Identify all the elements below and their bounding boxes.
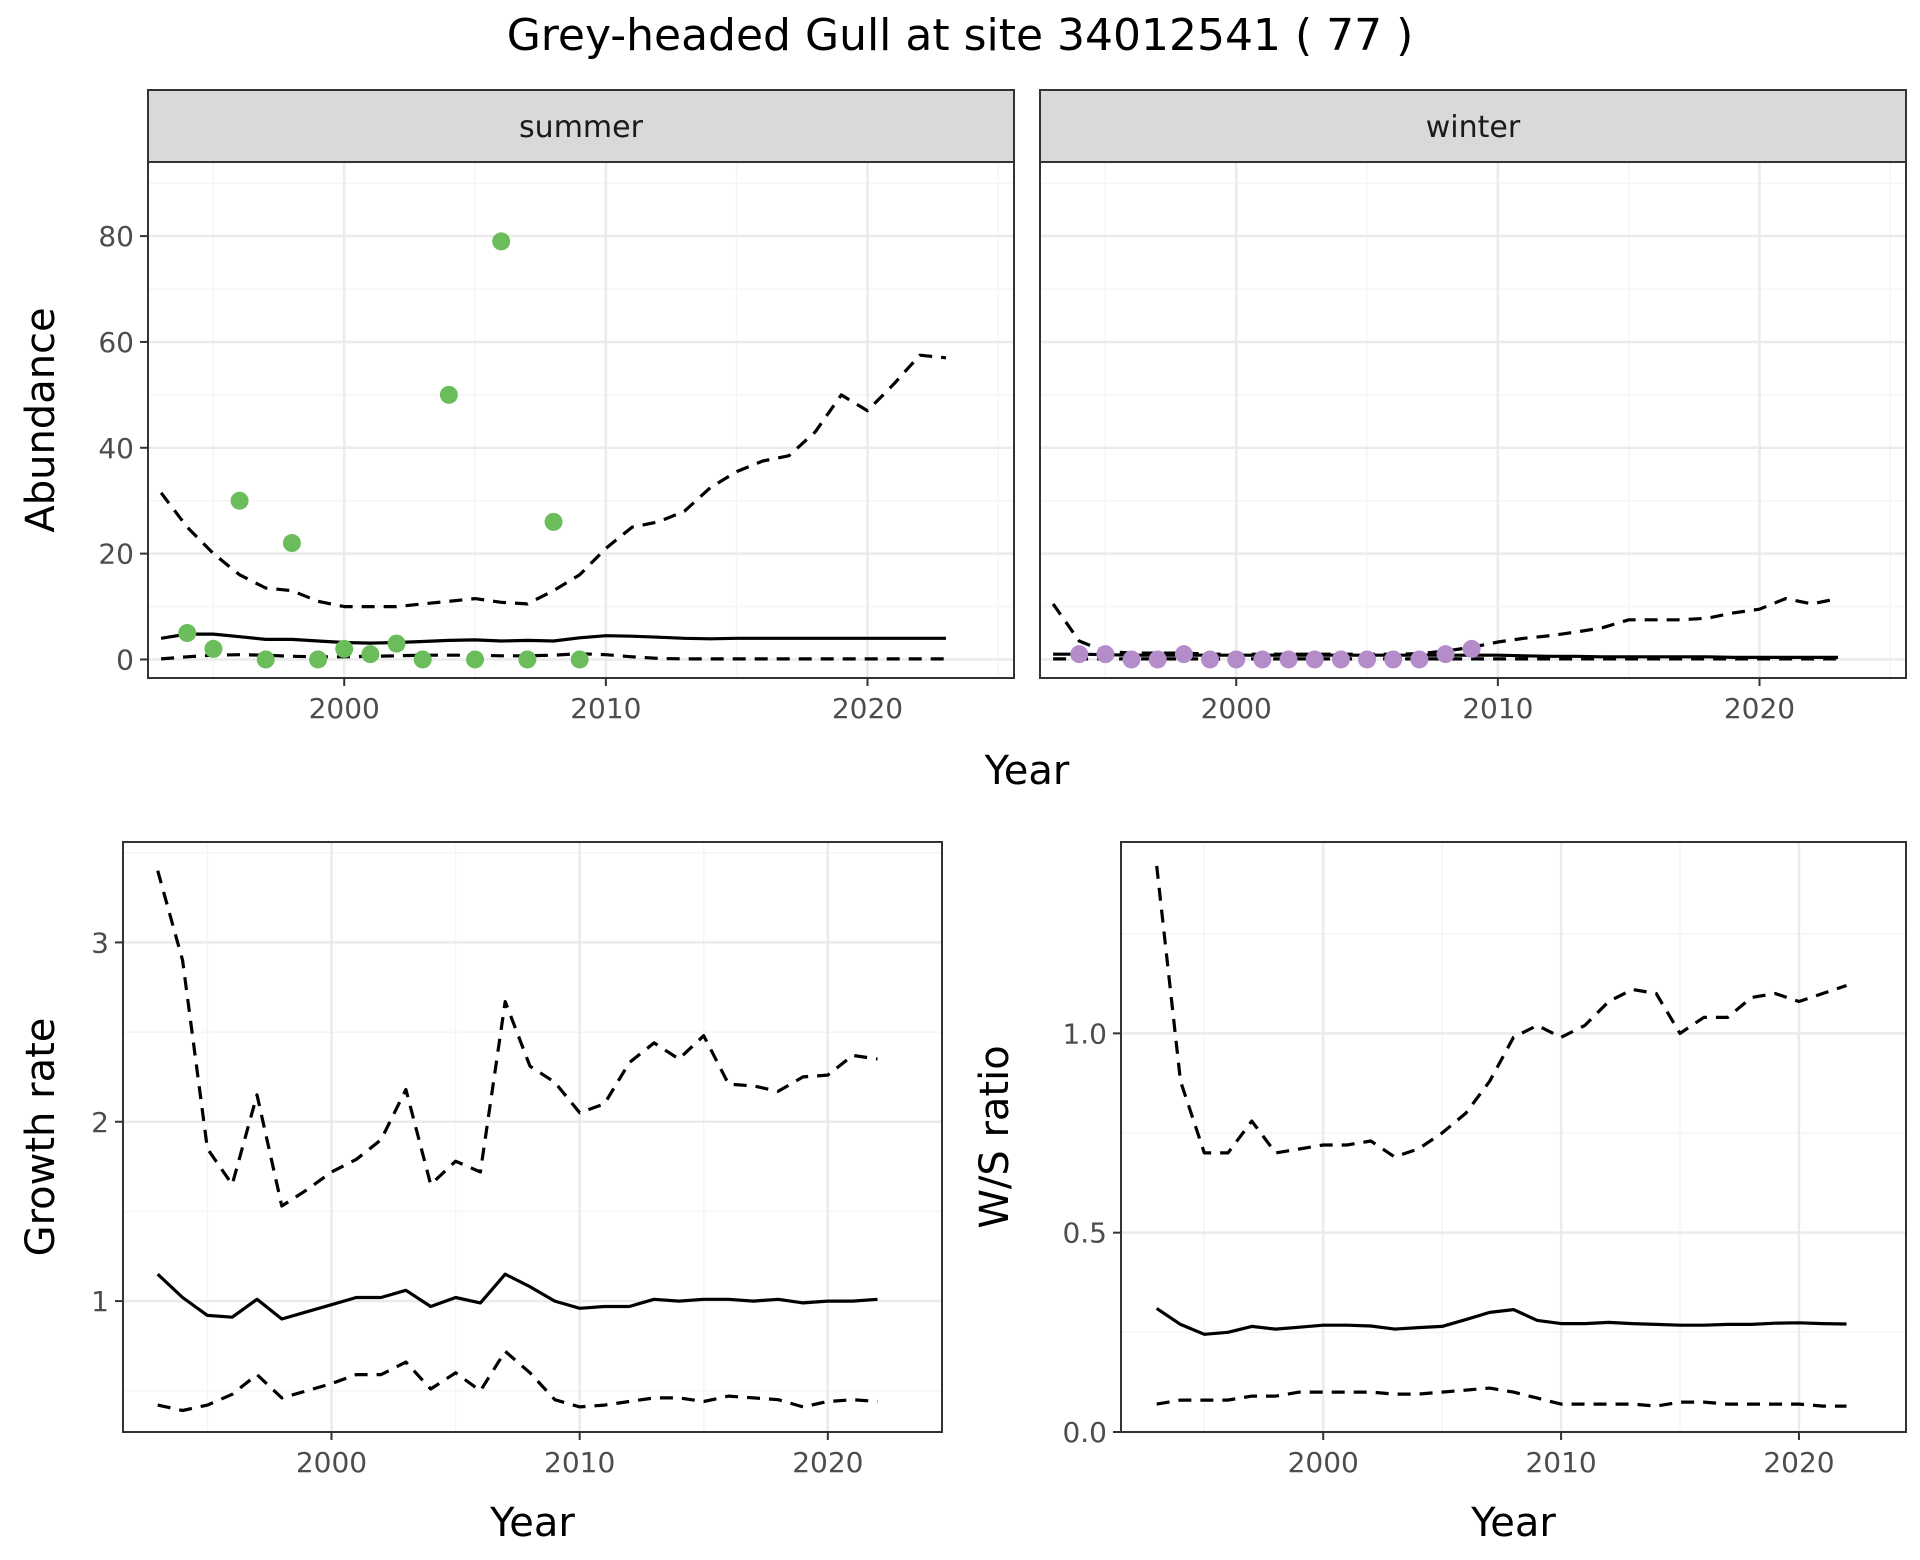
confidence-line	[156, 870, 878, 1208]
panel-background	[148, 162, 1014, 678]
data-point	[439, 385, 458, 404]
abundance-y-axis-title: Abundance	[18, 307, 64, 532]
data-point	[178, 624, 197, 643]
data-point	[1436, 645, 1455, 664]
points-summer	[178, 232, 589, 669]
x-tick-label: 2000	[296, 1446, 367, 1479]
panel-border	[1120, 841, 1907, 1433]
y-tick-label: 80	[98, 220, 134, 253]
data-point	[1070, 645, 1089, 664]
data-point	[1174, 645, 1193, 664]
data-point	[1227, 650, 1246, 669]
ratio-y-axis-title: W/S ratio	[972, 1045, 1018, 1228]
growth-y-axis-title: Growth rate	[18, 1018, 64, 1257]
data-point	[1384, 650, 1403, 669]
y-tick-label: 1	[91, 1285, 109, 1318]
x-tick-label: 2010	[1525, 1446, 1596, 1479]
y-tick-label: 0	[116, 643, 134, 676]
growth-x-axis-title: Year	[489, 1500, 575, 1546]
x-tick-label: 2010	[1462, 692, 1533, 725]
panel-background	[1040, 162, 1906, 678]
abundance-x-axis-title: Year	[984, 748, 1070, 794]
y-tick-label: 40	[98, 432, 134, 465]
data-point	[361, 645, 380, 664]
confidence-line	[157, 1349, 878, 1413]
y-tick-label: 0.5	[1062, 1217, 1107, 1250]
trend-line	[156, 1272, 878, 1321]
data-point	[282, 534, 301, 553]
x-tick-label: 2020	[832, 692, 903, 725]
data-point	[466, 650, 485, 669]
x-tick-label: 2020	[1763, 1446, 1834, 1479]
data-point	[518, 650, 537, 669]
data-point	[1096, 645, 1115, 664]
data-point	[1201, 650, 1220, 669]
data-point	[1462, 639, 1481, 658]
data-point	[1410, 650, 1429, 669]
data-point	[230, 491, 249, 510]
x-tick-label: 2000	[1288, 1446, 1359, 1479]
data-point	[204, 639, 223, 658]
x-tick-label: 2020	[792, 1446, 863, 1479]
y-tick-label: 0.0	[1062, 1416, 1107, 1449]
data-point	[1305, 650, 1324, 669]
facet-label: summer	[519, 110, 644, 145]
x-tick-label: 2010	[544, 1446, 615, 1479]
panel-growth: 2000 2010 2020 1 2 3	[91, 841, 943, 1479]
ratio-x-axis-title: Year	[1470, 1500, 1556, 1546]
panel-border	[122, 841, 943, 1433]
grid-lines	[123, 842, 942, 1432]
data-point	[387, 634, 406, 653]
trend-line	[1155, 1307, 1847, 1336]
data-point	[1358, 650, 1377, 669]
data-point	[413, 650, 432, 669]
facet-label: winter	[1426, 110, 1521, 145]
trend-line	[160, 632, 946, 645]
facet-strip	[1039, 89, 1907, 163]
data-point	[1122, 650, 1141, 669]
y-tick-label: 20	[98, 538, 134, 571]
confidence-line	[1155, 865, 1848, 1159]
data-point	[1253, 650, 1272, 669]
confidence-line	[159, 353, 947, 609]
panel-winter: 2000 2010 2020 winter	[1039, 89, 1907, 725]
data-point	[256, 650, 275, 669]
confidence-line	[1156, 1386, 1847, 1408]
y-tick-label: 60	[98, 326, 134, 359]
x-tick-label: 2000	[1201, 692, 1272, 725]
data-point	[1148, 650, 1167, 669]
facet-strip	[147, 89, 1015, 163]
x-tick-label: 2010	[570, 692, 641, 725]
points-winter	[1070, 639, 1481, 669]
data-point	[544, 512, 563, 531]
data-point	[492, 232, 511, 251]
panel-ratio: 2000 2010 2020 0.0 0.5 1.0	[1062, 841, 1907, 1479]
data-point	[309, 650, 328, 669]
y-tick-label: 1.0	[1062, 1017, 1107, 1050]
y-tick-label: 2	[91, 1106, 109, 1139]
panel-background	[1121, 842, 1906, 1432]
data-point	[1279, 650, 1298, 669]
x-tick-label: 2000	[309, 692, 380, 725]
grid-lines	[1121, 842, 1906, 1434]
plot-layer: 2000 2010 2020 0 20 40 60 80 summer 2000 2010 2020 w…	[18, 89, 1907, 1546]
data-point	[335, 639, 354, 658]
panel-background	[123, 842, 942, 1432]
x-tick-label: 2020	[1724, 692, 1795, 725]
figure-title: Grey-headed Gull at site 34012541 ( 77 )	[507, 10, 1414, 61]
data-point	[570, 650, 589, 669]
y-tick-label: 3	[91, 926, 109, 959]
data-point	[1331, 650, 1350, 669]
panel-summer: 2000 2010 2020 0 20 40 60 80 summer	[98, 89, 1015, 725]
